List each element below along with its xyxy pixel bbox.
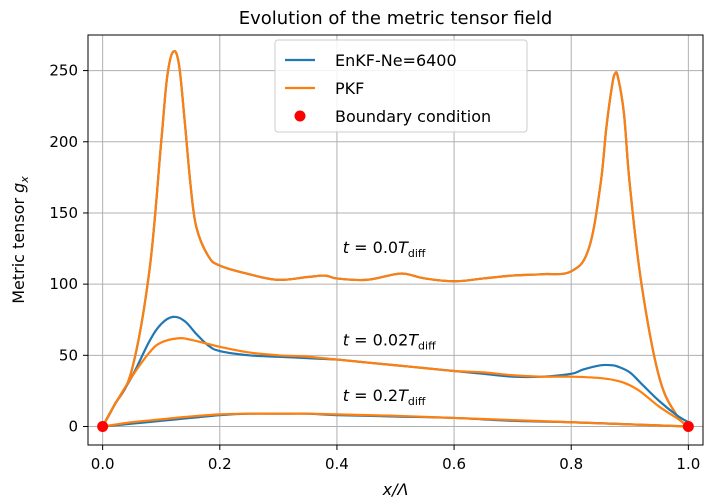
pkf-line-t-0-0 xyxy=(101,49,690,428)
legend: EnKF-Ne=6400 PKF Boundary condition xyxy=(274,39,528,133)
boundary-markers xyxy=(97,420,694,432)
x-tick-label: 0.8 xyxy=(559,455,583,473)
y-tick-label: 0 xyxy=(68,417,78,435)
x-tick-label: 0.6 xyxy=(442,455,466,473)
boundary-condition-marker xyxy=(97,420,109,432)
x-axis-label: x/Λ xyxy=(382,480,409,499)
plot-area xyxy=(101,49,690,428)
legend-boundary-swatch xyxy=(294,110,306,122)
y-tick-label: 250 xyxy=(49,62,78,80)
time-annotation: t = 0.0Tdiff xyxy=(343,238,426,260)
annotations: t = 0.0Tdiff t = 0.02Tdiff t = 0.2Tdiff xyxy=(343,238,436,408)
y-tick-label: 200 xyxy=(49,133,78,151)
chart-title: Evolution of the metric tensor field xyxy=(239,8,553,29)
time-annotation: t = 0.02Tdiff xyxy=(343,330,436,352)
x-tick-label: 0.0 xyxy=(91,455,115,473)
x-tick-label: 0.2 xyxy=(208,455,232,473)
legend-label: EnKF-Ne=6400 xyxy=(335,51,457,70)
pkf-line-t-0-2 xyxy=(102,412,689,428)
y-tick-label: 50 xyxy=(59,346,78,364)
axis-ticks: 0.0 0.2 0.4 0.6 0.8 1.0 0 50 100 150 200 250 xyxy=(49,62,700,473)
legend-label: PKF xyxy=(335,79,364,98)
pkf-line-t-0-02 xyxy=(101,336,690,428)
x-tick-label: 0.4 xyxy=(325,455,349,473)
y-tick-label: 100 xyxy=(49,275,78,293)
boundary-condition-marker xyxy=(682,420,694,432)
plot-frame xyxy=(87,34,704,446)
y-tick-label: 150 xyxy=(49,204,78,222)
time-annotation: t = 0.2Tdiff xyxy=(343,386,426,408)
x-tick-label: 1.0 xyxy=(676,455,700,473)
legend-label: Boundary condition xyxy=(335,107,491,126)
legend-box xyxy=(274,39,528,133)
y-axis-label: Metric tensor gx xyxy=(9,176,31,304)
